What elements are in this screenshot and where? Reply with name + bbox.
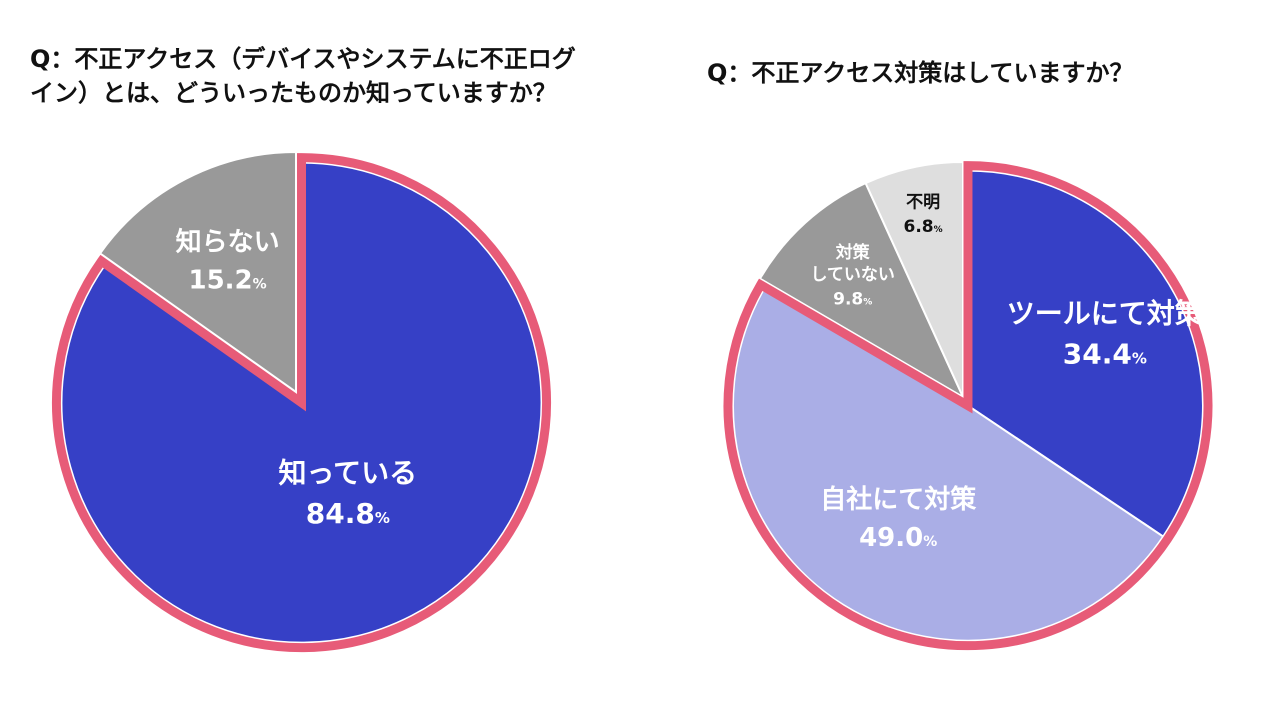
slice-label: していない [810,265,895,285]
pie-slice-ツールにて対策 [966,169,1204,538]
pie-slice-不明 [864,161,964,398]
highlight-outline [52,153,551,653]
slice-value-label: 9.8% [833,290,872,310]
slice-value-label: 6.8% [904,217,943,237]
slice-label: 不明 [906,192,940,212]
left-question-title: Q：不正アクセス（デバイスやシステムに不正ログ イン）とは、どういったものか知っ… [30,45,576,107]
slice-label: 知らない [176,228,280,258]
percent-unit: % [253,276,267,292]
percent-unit: % [934,225,943,235]
percent-unit: % [1132,350,1147,368]
slice-label: ツールにて対策 [1007,297,1203,330]
slice-label: 知っている [278,456,417,489]
slice-label: 自社にて対策 [820,484,976,515]
slice-label-group-不明: 不明 6.8% [904,192,943,237]
pie-slice-対策-していない [758,182,964,398]
slice-label: 対策 [835,242,871,263]
highlight-outline [723,161,1213,651]
pie-slice-自社にて対策 [732,286,1165,642]
right-question-title: Q：不正アクセス対策はしていますか？ [707,59,1134,87]
percent-unit: % [923,534,937,550]
pie-slice-知らない [99,151,297,393]
percent-unit: % [375,509,390,527]
percent-unit: % [863,298,872,308]
